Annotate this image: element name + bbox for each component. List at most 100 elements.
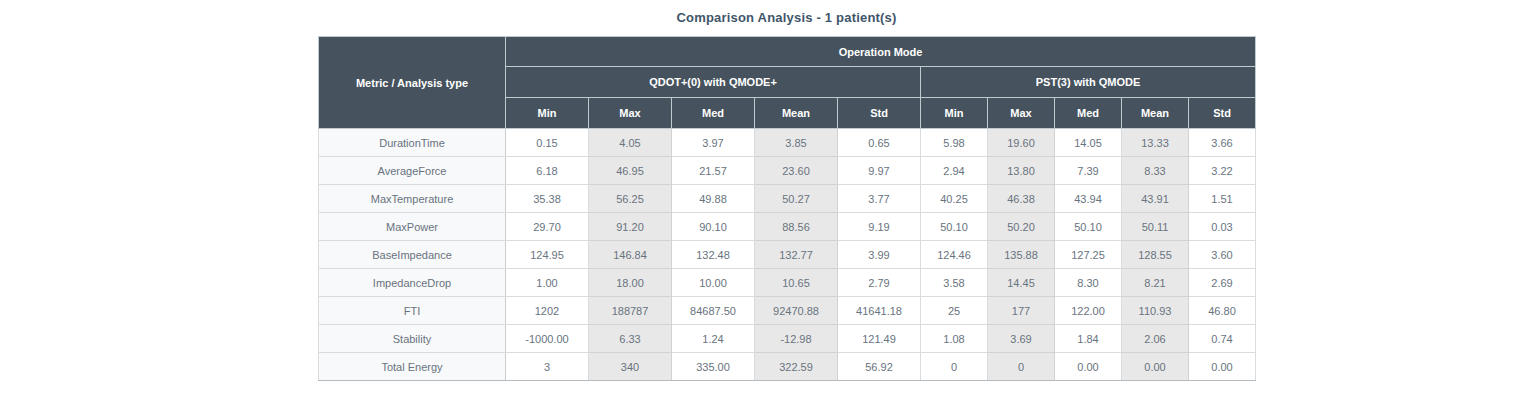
cell-pst-med: 7.39 <box>1055 157 1122 185</box>
group-header-qdot: QDOT+(0) with QMODE+ <box>506 67 921 98</box>
metric-label: AverageForce <box>319 157 506 185</box>
cell-pst-mean: 0.00 <box>1122 353 1189 381</box>
cell-qdot-med: 10.00 <box>672 269 755 297</box>
cell-pst-med: 1.84 <box>1055 325 1122 353</box>
cell-pst-mean: 50.11 <box>1122 213 1189 241</box>
cell-pst-med: 0.00 <box>1055 353 1122 381</box>
cell-qdot-med: 49.88 <box>672 185 755 213</box>
cell-pst-max: 135.88 <box>988 241 1055 269</box>
cell-pst-max: 19.60 <box>988 129 1055 157</box>
cell-pst-min: 2.94 <box>921 157 988 185</box>
cell-qdot-min: 6.18 <box>506 157 589 185</box>
stat-header-pst-max: Max <box>988 98 1055 129</box>
stat-header-qdot-mean: Mean <box>755 98 838 129</box>
cell-pst-min: 0 <box>921 353 988 381</box>
cell-qdot-min: 1202 <box>506 297 589 325</box>
metric-label: MaxTemperature <box>319 185 506 213</box>
cell-qdot-mean: 92470.88 <box>755 297 838 325</box>
cell-pst-mean: 2.06 <box>1122 325 1189 353</box>
cell-qdot-max: 340 <box>589 353 672 381</box>
stat-header-pst-min: Min <box>921 98 988 129</box>
cell-qdot-max: 56.25 <box>589 185 672 213</box>
cell-qdot-min: 29.70 <box>506 213 589 241</box>
cell-qdot-med: 1.24 <box>672 325 755 353</box>
cell-pst-med: 14.05 <box>1055 129 1122 157</box>
cell-pst-med: 127.25 <box>1055 241 1122 269</box>
cell-pst-mean: 43.91 <box>1122 185 1189 213</box>
cell-pst-std: 0.00 <box>1189 353 1256 381</box>
cell-qdot-std: 3.77 <box>838 185 921 213</box>
cell-qdot-mean: 3.85 <box>755 129 838 157</box>
cell-qdot-max: 188787 <box>589 297 672 325</box>
cell-pst-std: 3.22 <box>1189 157 1256 185</box>
cell-pst-mean: 128.55 <box>1122 241 1189 269</box>
cell-qdot-med: 21.57 <box>672 157 755 185</box>
cell-pst-std: 2.69 <box>1189 269 1256 297</box>
cell-qdot-min: 35.38 <box>506 185 589 213</box>
comparison-analysis-panel: Comparison Analysis - 1 patient(s) Metri… <box>318 0 1255 381</box>
cell-pst-med: 122.00 <box>1055 297 1122 325</box>
cell-qdot-min: 3 <box>506 353 589 381</box>
cell-qdot-std: 121.49 <box>838 325 921 353</box>
cell-pst-max: 177 <box>988 297 1055 325</box>
table-body: DurationTime 0.15 4.05 3.97 3.85 0.65 5.… <box>319 129 1256 381</box>
cell-qdot-std: 9.19 <box>838 213 921 241</box>
cell-pst-max: 0 <box>988 353 1055 381</box>
cell-qdot-med: 132.48 <box>672 241 755 269</box>
cell-qdot-std: 2.79 <box>838 269 921 297</box>
cell-pst-min: 25 <box>921 297 988 325</box>
cell-qdot-max: 46.95 <box>589 157 672 185</box>
cell-pst-min: 1.08 <box>921 325 988 353</box>
cell-pst-min: 124.46 <box>921 241 988 269</box>
stat-header-qdot-std: Std <box>838 98 921 129</box>
cell-qdot-min: -1000.00 <box>506 325 589 353</box>
cell-qdot-max: 4.05 <box>589 129 672 157</box>
metric-label: Total Energy <box>319 353 506 381</box>
cell-pst-med: 8.30 <box>1055 269 1122 297</box>
stat-header-qdot-max: Max <box>589 98 672 129</box>
metric-label: BaseImpedance <box>319 241 506 269</box>
header-row-operation-mode: Metric / Analysis type Operation Mode <box>319 37 1256 67</box>
group-header-pst: PST(3) with QMODE <box>921 67 1256 98</box>
cell-pst-med: 50.10 <box>1055 213 1122 241</box>
stat-header-pst-med: Med <box>1055 98 1122 129</box>
cell-qdot-max: 91.20 <box>589 213 672 241</box>
cell-pst-mean: 8.21 <box>1122 269 1189 297</box>
cell-qdot-mean: 10.65 <box>755 269 838 297</box>
cell-pst-mean: 8.33 <box>1122 157 1189 185</box>
cell-qdot-mean: 132.77 <box>755 241 838 269</box>
cell-pst-max: 14.45 <box>988 269 1055 297</box>
cell-qdot-min: 0.15 <box>506 129 589 157</box>
cell-qdot-std: 56.92 <box>838 353 921 381</box>
cell-qdot-med: 335.00 <box>672 353 755 381</box>
cell-qdot-std: 9.97 <box>838 157 921 185</box>
cell-pst-std: 1.51 <box>1189 185 1256 213</box>
cell-pst-std: 0.74 <box>1189 325 1256 353</box>
metric-label: DurationTime <box>319 129 506 157</box>
metric-label: FTI <box>319 297 506 325</box>
cell-qdot-mean: 23.60 <box>755 157 838 185</box>
stat-header-pst-mean: Mean <box>1122 98 1189 129</box>
corner-header-metric-analysis-type: Metric / Analysis type <box>319 37 506 129</box>
stat-header-qdot-med: Med <box>672 98 755 129</box>
cell-qdot-mean: 50.27 <box>755 185 838 213</box>
cell-qdot-mean: 322.59 <box>755 353 838 381</box>
table-row: Total Energy 3 340 335.00 322.59 56.92 0… <box>319 353 1256 381</box>
cell-pst-mean: 13.33 <box>1122 129 1189 157</box>
cell-pst-med: 43.94 <box>1055 185 1122 213</box>
page-title: Comparison Analysis - 1 patient(s) <box>318 10 1255 25</box>
cell-pst-max: 13.80 <box>988 157 1055 185</box>
cell-pst-std: 0.03 <box>1189 213 1256 241</box>
table-row: Stability -1000.00 6.33 1.24 -12.98 121.… <box>319 325 1256 353</box>
cell-qdot-min: 1.00 <box>506 269 589 297</box>
table-header: Metric / Analysis type Operation Mode QD… <box>319 37 1256 129</box>
cell-qdot-med: 3.97 <box>672 129 755 157</box>
comparison-table: Metric / Analysis type Operation Mode QD… <box>318 36 1256 381</box>
cell-qdot-med: 90.10 <box>672 213 755 241</box>
table-row: ImpedanceDrop 1.00 18.00 10.00 10.65 2.7… <box>319 269 1256 297</box>
cell-qdot-std: 3.99 <box>838 241 921 269</box>
cell-qdot-max: 146.84 <box>589 241 672 269</box>
cell-qdot-std: 0.65 <box>838 129 921 157</box>
metric-label: ImpedanceDrop <box>319 269 506 297</box>
cell-pst-min: 40.25 <box>921 185 988 213</box>
